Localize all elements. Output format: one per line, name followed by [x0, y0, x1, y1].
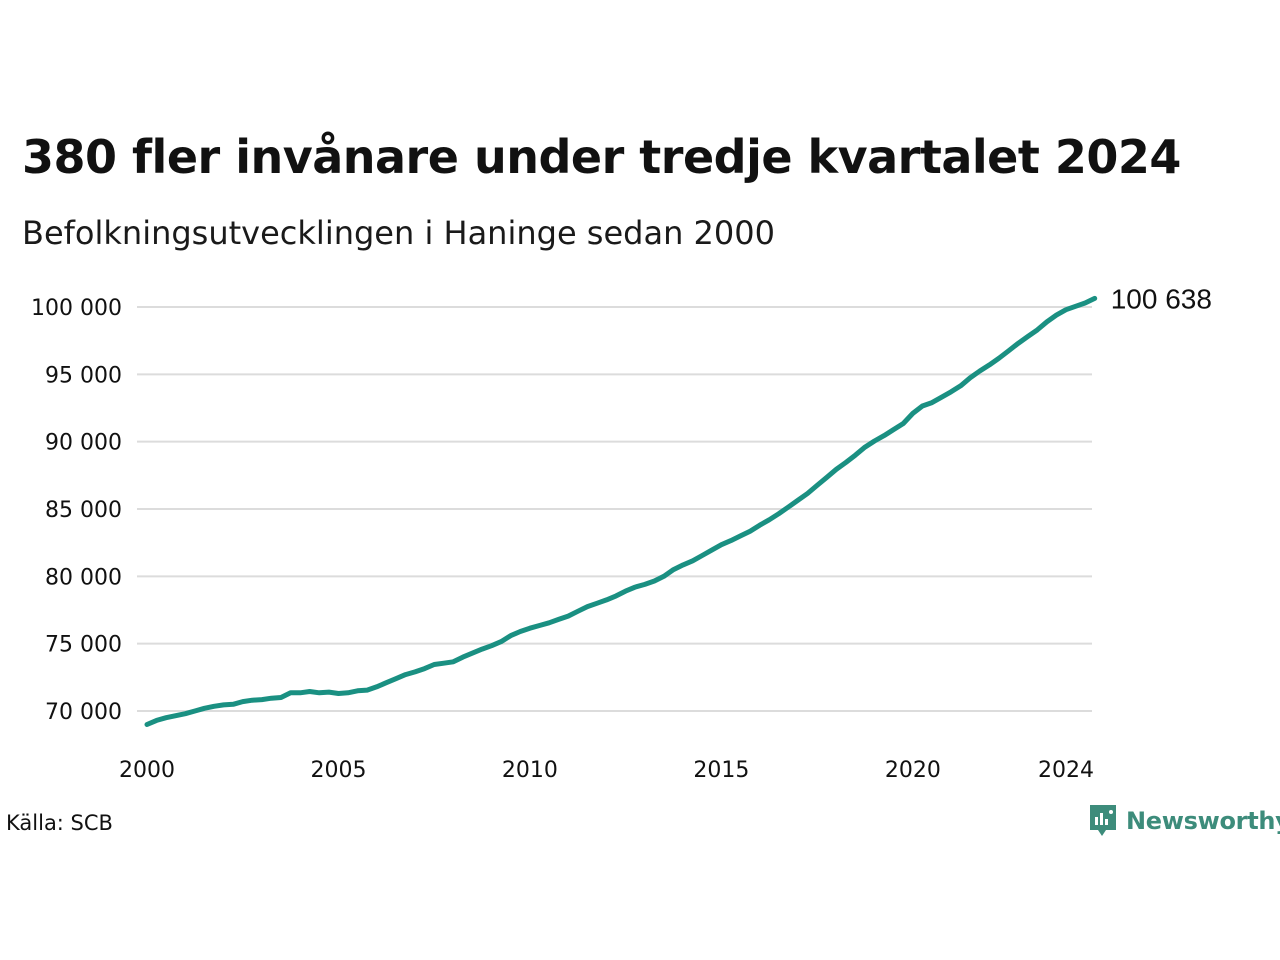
- brand-logo[interactable]: Newsworthy: [1088, 803, 1280, 839]
- x-tick-label: 2000: [119, 758, 175, 783]
- brand-name: Newsworthy: [1126, 807, 1280, 835]
- data-labels: 100 638: [1111, 283, 1212, 314]
- x-tick-label: 2024: [1038, 758, 1094, 783]
- x-axis-tick-labels: 2000 2005 2010 2015 2020 2024: [119, 758, 1094, 783]
- y-tick-label: 100 000: [31, 296, 122, 321]
- chart-subtitle: Befolkningsutvecklingen i Haninge sedan …: [22, 214, 775, 252]
- y-tick-label: 80 000: [45, 565, 122, 590]
- y-axis-tick-labels: 70 000 75 000 80 000 85 000 90 000 95 000 100 …: [31, 296, 122, 725]
- series-layer: [144, 295, 1098, 727]
- grid-lines: [137, 306, 1092, 712]
- source-note: Källa: SCB: [6, 811, 113, 835]
- chart-title: 380 fler invånare under tredje kvartalet…: [22, 130, 1181, 184]
- y-tick-label: 95 000: [45, 363, 122, 388]
- y-tick-label: 90 000: [45, 431, 122, 456]
- y-tick-label: 75 000: [45, 633, 122, 658]
- newsworthy-logo-icon: [1090, 805, 1116, 836]
- end-value-label: 100 638: [1111, 283, 1212, 314]
- x-tick-label: 2015: [693, 758, 749, 783]
- y-tick-label: 70 000: [45, 700, 122, 725]
- y-tick-label: 85 000: [45, 498, 122, 523]
- population-line: [144, 295, 1098, 727]
- x-tick-label: 2005: [310, 758, 366, 783]
- x-tick-label: 2010: [502, 758, 558, 783]
- x-tick-label: 2020: [885, 758, 941, 783]
